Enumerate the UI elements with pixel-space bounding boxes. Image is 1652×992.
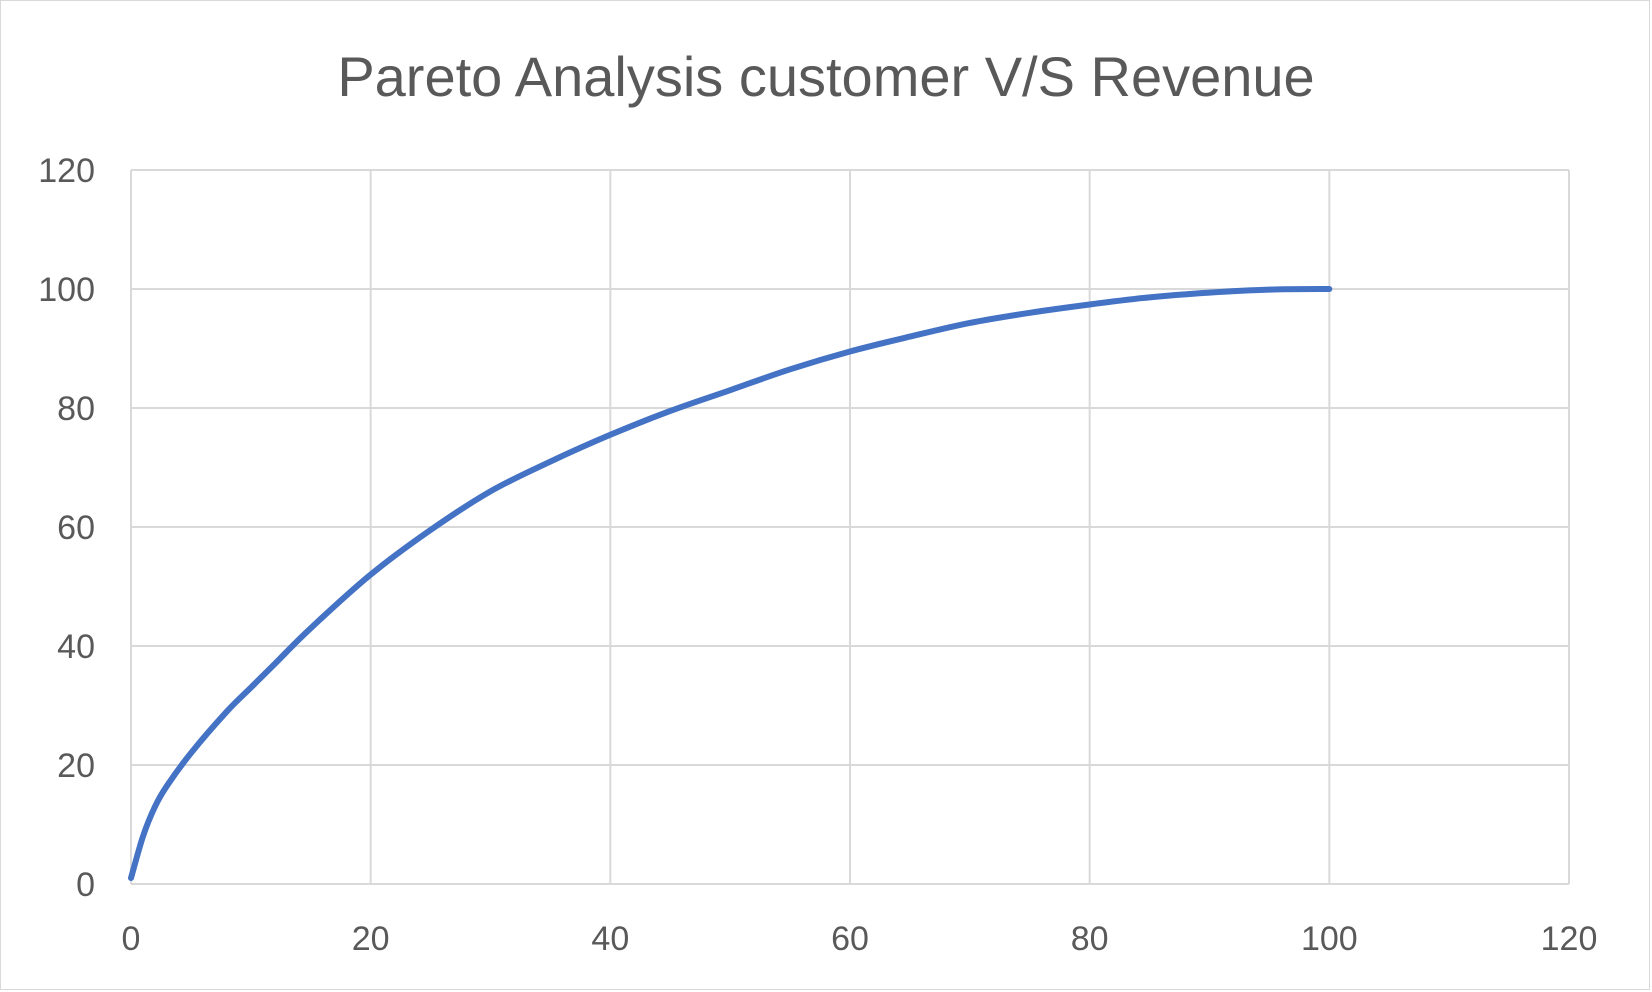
y-tick-label: 80 [57, 390, 95, 428]
x-tick-label: 100 [1301, 920, 1358, 958]
x-tick-label: 0 [122, 920, 141, 958]
x-tick-label: 40 [591, 920, 629, 958]
series-group [128, 286, 1333, 882]
x-tick-label: 120 [1541, 920, 1598, 958]
y-tick-label: 20 [57, 747, 95, 785]
x-tick-label: 60 [831, 920, 869, 958]
grid [131, 169, 1570, 884]
axes [130, 170, 1569, 885]
y-tick-label: 100 [38, 271, 95, 309]
y-tick-label: 0 [76, 866, 95, 904]
series-line-0 [128, 286, 1333, 882]
x-tick-label: 20 [352, 920, 390, 958]
tick-labels: 0 20 40 60 80 100 120 0 20 40 60 80 100 120 [38, 152, 1597, 958]
y-tick-label: 60 [57, 509, 95, 547]
chart-title: Pareto Analysis customer V/S Revenue [337, 45, 1314, 108]
y-tick-label: 40 [57, 628, 95, 666]
x-tick-label: 80 [1071, 920, 1109, 958]
y-tick-label: 120 [38, 152, 95, 190]
